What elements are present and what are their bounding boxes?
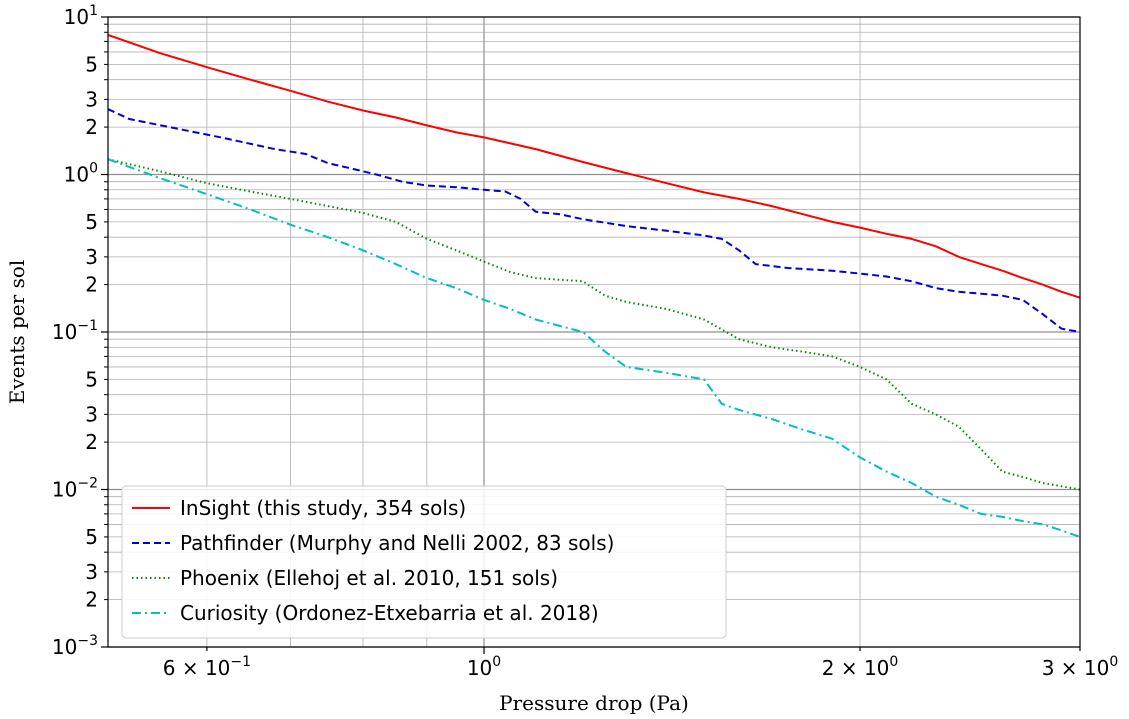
y-tick-label-minor: 3 bbox=[85, 87, 98, 111]
series-line-3 bbox=[108, 158, 1080, 538]
legend-label-0: InSight (this study, 354 sols) bbox=[180, 496, 466, 520]
x-tick-label: 6 × 10−1 bbox=[163, 654, 251, 680]
y-tick-label-minor: 5 bbox=[85, 367, 98, 391]
y-tick-label-major: 10−3 bbox=[52, 633, 98, 659]
y-tick-label-minor: 3 bbox=[85, 560, 98, 584]
legend-label-1: Pathfinder (Murphy and Nelli 2002, 83 so… bbox=[180, 531, 614, 555]
y-axis-label: Events per sol bbox=[5, 260, 29, 405]
y-tick-label-minor: 2 bbox=[85, 588, 98, 612]
y-tick-label-minor: 2 bbox=[85, 273, 98, 297]
y-tick-label-minor: 5 bbox=[85, 525, 98, 549]
series-group bbox=[108, 33, 1080, 538]
legend-label-2: Phoenix (Ellehoj et al. 2010, 151 sols) bbox=[180, 566, 558, 590]
y-tick-label-minor: 5 bbox=[85, 210, 98, 234]
y-tick-label-major: 101 bbox=[64, 3, 98, 29]
y-tick-label-minor: 3 bbox=[85, 245, 98, 269]
series-line-1 bbox=[108, 108, 1080, 333]
y-tick-label-minor: 3 bbox=[85, 402, 98, 426]
x-tick-label: 2 × 100 bbox=[822, 654, 899, 680]
x-tick-label: 100 bbox=[467, 654, 501, 680]
ticks bbox=[101, 16, 1081, 654]
y-tick-label-minor: 5 bbox=[85, 52, 98, 76]
y-tick-label-major: 10−1 bbox=[52, 318, 98, 344]
series-line-2 bbox=[108, 158, 1080, 491]
legend-box bbox=[121, 485, 727, 639]
x-tick-label: 3 × 100 bbox=[1042, 654, 1119, 680]
y-tick-label-minor: 2 bbox=[85, 115, 98, 139]
legend-label-3: Curiosity (Ordonez-Etxebarria et al. 201… bbox=[180, 601, 599, 625]
y-tick-label-major: 100 bbox=[64, 161, 98, 187]
y-tick-label-minor: 2 bbox=[85, 430, 98, 454]
tick-labels: 6 × 10−1 100 2 × 100 3 × 100 101 100 10−1 10−2 1… bbox=[52, 3, 1118, 680]
series-line-0 bbox=[108, 33, 1080, 299]
x-axis-label: Pressure drop (Pa) bbox=[499, 691, 689, 715]
y-tick-label-major: 10−2 bbox=[52, 476, 98, 502]
legend: InSight (this study, 354 sols) Pathfinder… bbox=[121, 485, 727, 639]
